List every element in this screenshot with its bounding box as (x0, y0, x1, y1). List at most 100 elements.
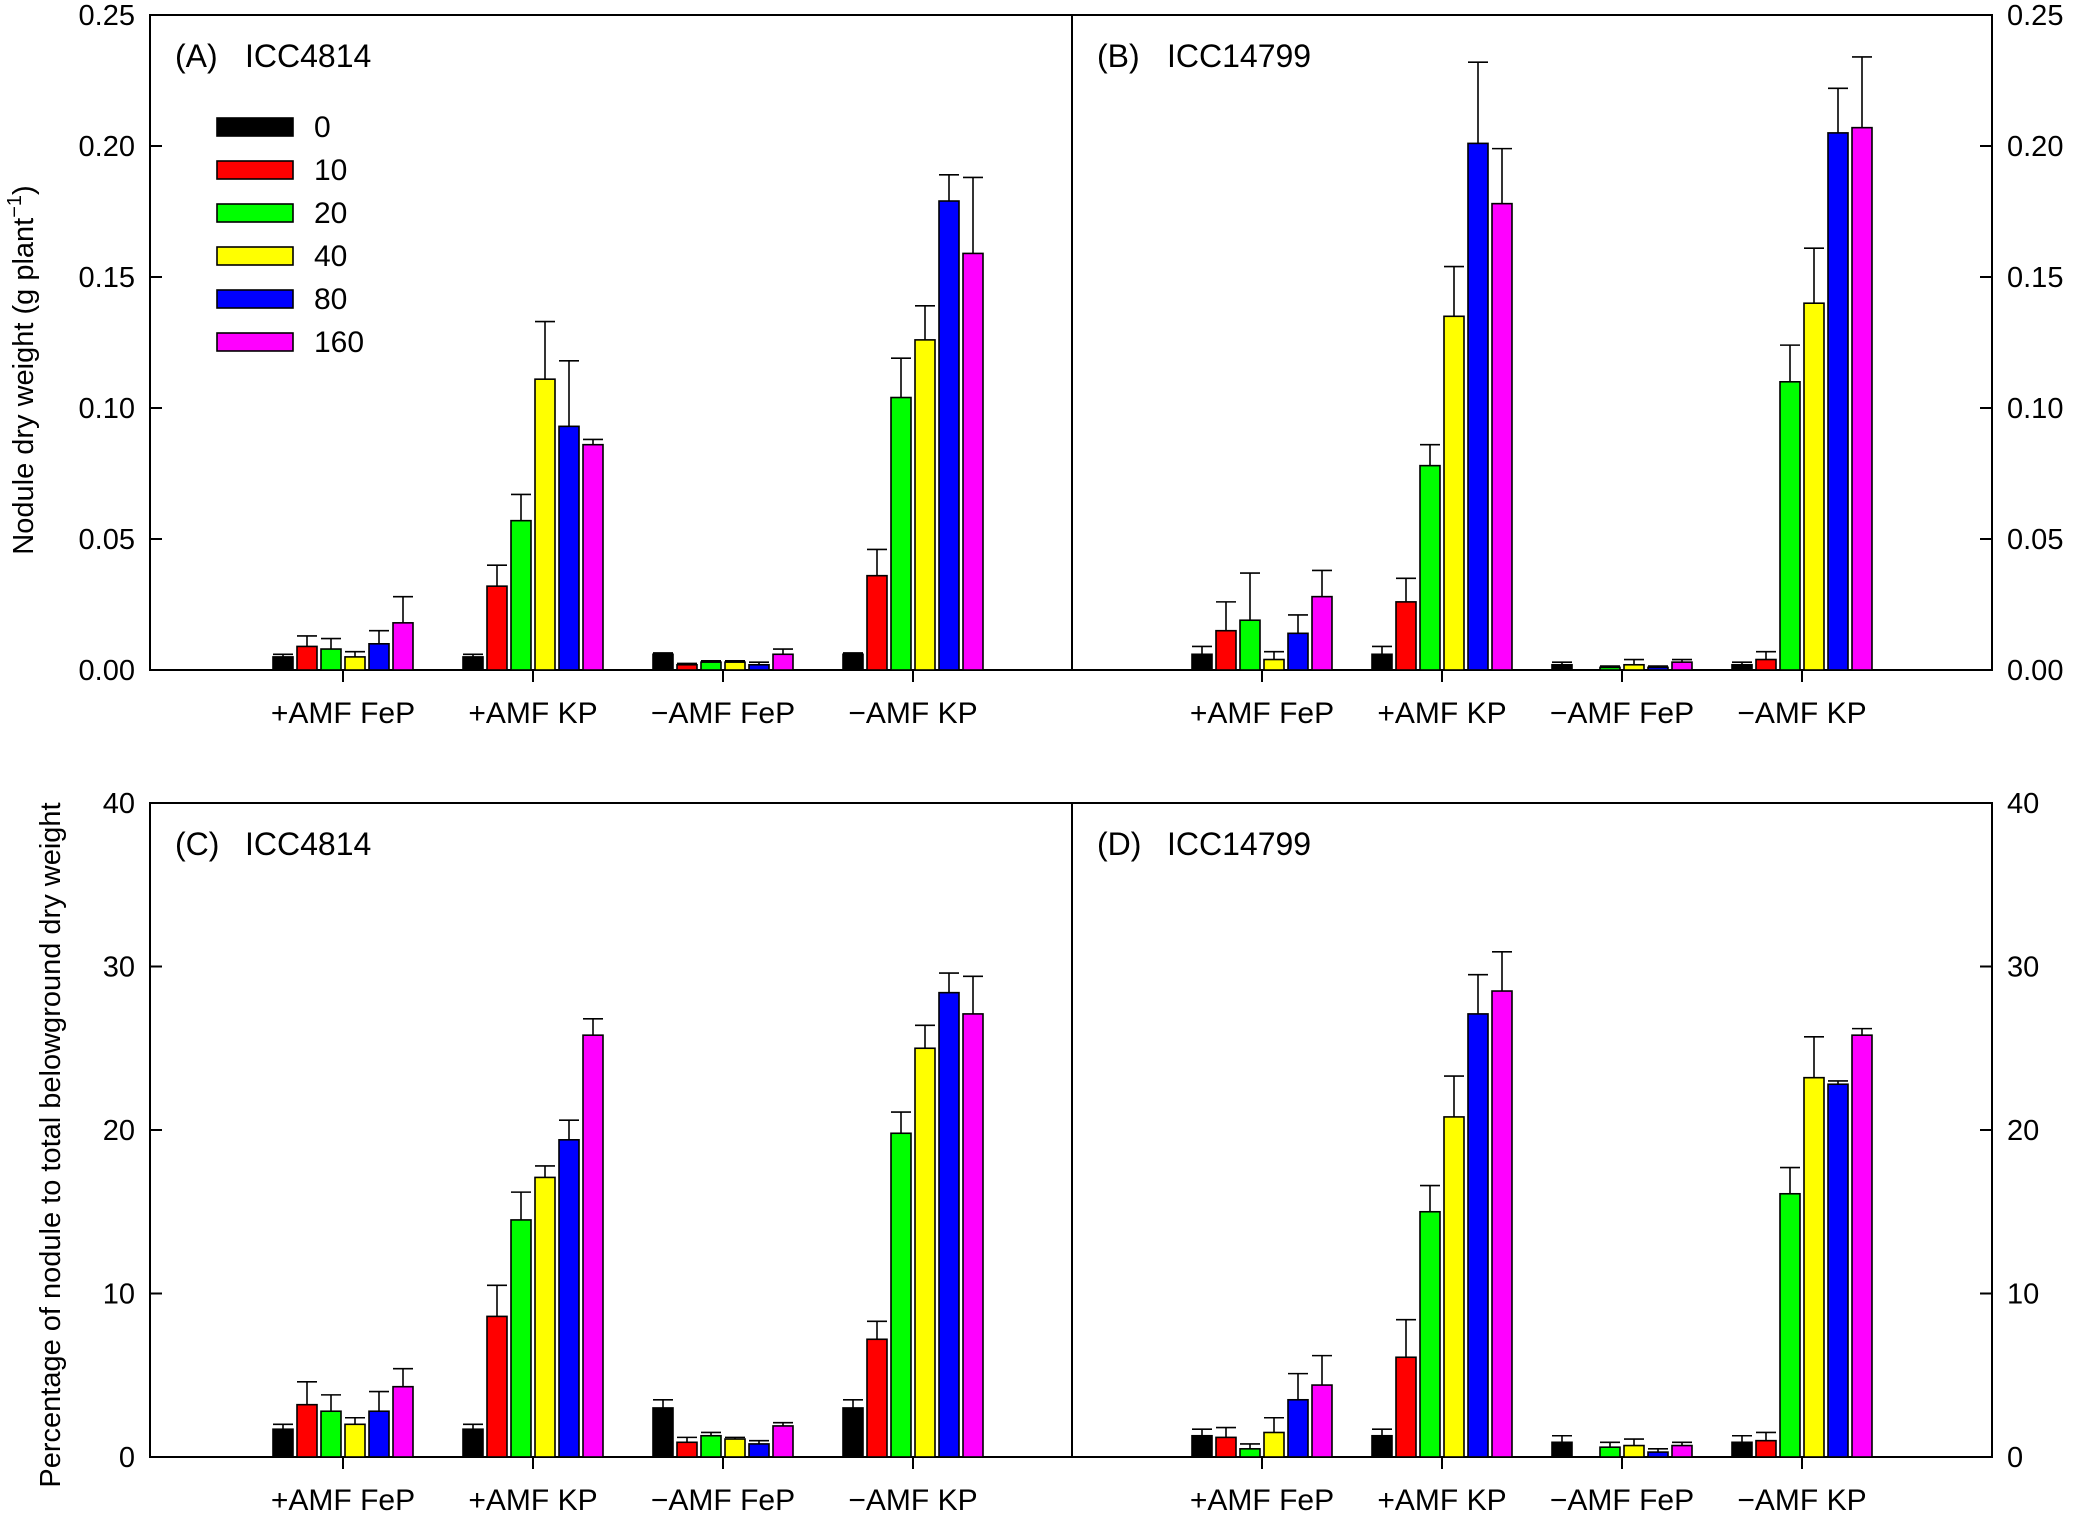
bar (486, 585, 508, 671)
bar (1851, 126, 1873, 671)
bar (1647, 666, 1669, 671)
bar (510, 1219, 532, 1458)
y-tick-label: 0.25 (79, 0, 135, 32)
bar (462, 1428, 484, 1458)
bar (1239, 1448, 1261, 1458)
category-label: +AMF FeP (1190, 1484, 1334, 1517)
bar (1371, 1434, 1393, 1458)
bar (582, 443, 604, 671)
bar (1191, 653, 1213, 671)
y-tick-label: 20 (103, 1115, 135, 1147)
bar (1827, 132, 1849, 671)
bar (1623, 663, 1645, 671)
plot-frame (149, 14, 1073, 671)
bar (1215, 629, 1237, 671)
category-label: −AMF KP (848, 1484, 977, 1517)
bar (1827, 1083, 1849, 1458)
bar (1599, 1446, 1621, 1458)
category-label: +AMF KP (468, 697, 597, 730)
bar (842, 653, 864, 671)
category-label: −AMF FeP (1550, 1484, 1694, 1517)
category-label: +AMF FeP (271, 697, 415, 730)
bar (1779, 380, 1801, 671)
category-label: −AMF FeP (651, 697, 795, 730)
bar (724, 661, 746, 671)
category-label: +AMF FeP (271, 1484, 415, 1517)
legend-label: 10 (314, 154, 347, 187)
bar (344, 656, 366, 671)
panel-subtitle: ICC14799 (1167, 38, 1311, 74)
y-axis-label-top-main: Nodule dry weight (g plant (8, 218, 40, 555)
bar (1395, 1356, 1417, 1458)
bar (392, 1385, 414, 1458)
y-tick-label: 0.20 (2007, 131, 2063, 163)
bar (486, 1315, 508, 1458)
legend-swatch (216, 117, 294, 137)
legend-label: 40 (314, 240, 347, 273)
bar (272, 1428, 294, 1458)
bar (1467, 142, 1489, 671)
panel-subtitle: ICC14799 (1167, 826, 1311, 862)
bar (962, 252, 984, 671)
panel-c: 0 10 20 30 40 +AMF FeP +AMF KP −AMF FeP −AMF KP (… (103, 788, 1073, 1517)
bar (1371, 653, 1393, 671)
bar (1443, 1116, 1465, 1458)
y-tick-label: 0 (2007, 1442, 2023, 1474)
y-axis-label-top-close: ) (8, 185, 40, 195)
bar (938, 991, 960, 1458)
bar (1287, 632, 1309, 671)
legend-label: 160 (314, 326, 364, 359)
bar (1491, 202, 1513, 671)
bar (1419, 464, 1441, 671)
bar (652, 653, 674, 671)
bar (890, 1132, 912, 1458)
bar (1551, 663, 1573, 671)
bar (866, 1338, 888, 1458)
bar (890, 396, 912, 671)
bar (1287, 1398, 1309, 1458)
category-label: −AMF KP (1737, 697, 1866, 730)
bar (700, 661, 722, 671)
y-tick-label: 20 (2007, 1115, 2039, 1147)
bar (558, 1139, 580, 1458)
bar (1731, 1441, 1753, 1458)
bar (1263, 1431, 1285, 1458)
bar (1491, 990, 1513, 1458)
category-label: −AMF KP (848, 697, 977, 730)
bar (368, 1410, 390, 1458)
bar (558, 425, 580, 671)
y-tick-label: 0 (119, 1442, 135, 1474)
bar (534, 378, 556, 671)
legend-swatch (216, 246, 294, 266)
y-tick-label: 0.05 (79, 524, 135, 556)
bar (1803, 1076, 1825, 1458)
bar (1311, 1384, 1333, 1458)
bar (676, 1441, 698, 1458)
panel-subtitle: ICC4814 (245, 826, 371, 862)
bar (1419, 1210, 1441, 1458)
bar (748, 1443, 770, 1458)
legend: 0 10 20 40 80 160 (216, 111, 364, 359)
y-axis-label-bottom: Percentage of nodule to total belowgroun… (35, 802, 67, 1487)
y-tick-label: 0.15 (2007, 262, 2063, 294)
category-label: +AMF FeP (1190, 697, 1334, 730)
bar (344, 1423, 366, 1458)
bar (296, 1403, 318, 1458)
bar (1395, 601, 1417, 671)
bar (296, 645, 318, 671)
bar (914, 339, 936, 671)
bar (962, 1013, 984, 1458)
bar (320, 648, 342, 671)
bar (1239, 619, 1261, 671)
y-tick-label: 0.25 (2007, 0, 2063, 32)
category-label: −AMF FeP (651, 1484, 795, 1517)
y-tick-label: 0.05 (2007, 524, 2063, 556)
panel-letter: (B) (1097, 38, 1140, 74)
bar (582, 1034, 604, 1458)
legend-label: 0 (314, 111, 331, 144)
bar (938, 200, 960, 671)
y-tick-label: 40 (103, 788, 135, 820)
category-label: −AMF KP (1737, 1484, 1866, 1517)
bar (392, 622, 414, 671)
panel-b: 0.00 0.05 0.10 0.15 0.20 0.25 +AMF FeP +AMF KP −… (1072, 0, 2063, 730)
